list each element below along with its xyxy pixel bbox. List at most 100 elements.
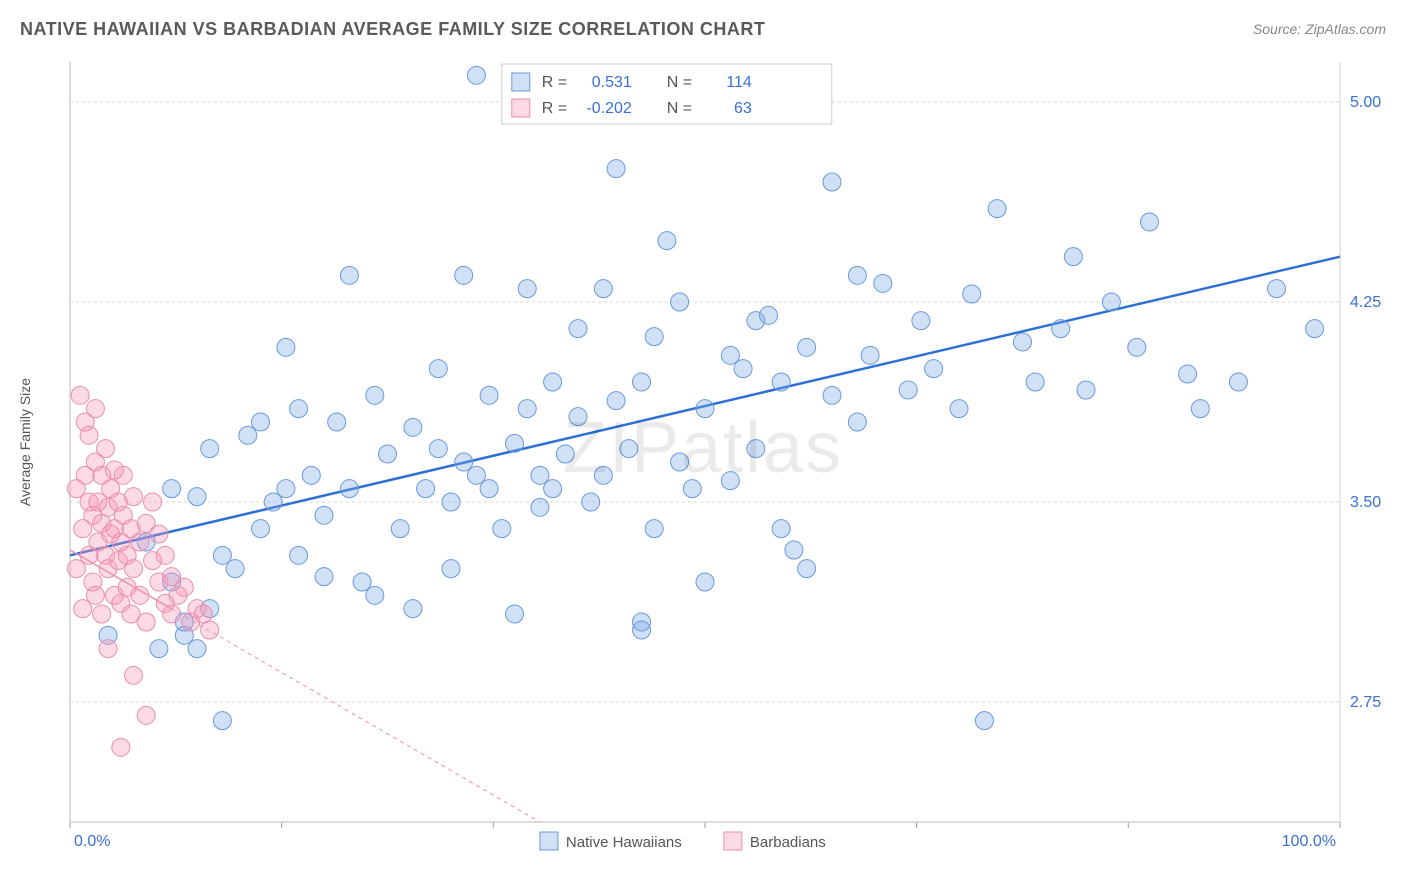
stats-r-label: R = [542,74,567,91]
stats-r-label: R = [542,100,567,117]
data-point [80,426,98,444]
data-point [150,525,168,543]
data-point [391,520,409,538]
data-point [442,493,460,511]
data-point [848,266,866,284]
data-point [290,400,308,418]
legend-label: Native Hawaiians [566,834,682,851]
data-point [975,712,993,730]
data-point [188,640,206,658]
data-point [131,586,149,604]
data-point [163,480,181,498]
data-point [277,480,295,498]
data-point [1102,293,1120,311]
data-point [340,266,358,284]
data-point [569,320,587,338]
stats-r-value: -0.202 [586,100,631,117]
chart-source: Source: ZipAtlas.com [1253,21,1386,37]
data-point [277,338,295,356]
data-point [760,306,778,324]
data-point [137,613,155,631]
data-point [607,160,625,178]
data-point [455,266,473,284]
data-point [721,346,739,364]
data-point [97,440,115,458]
data-point [480,480,498,498]
legend-swatch [724,832,742,850]
data-point [252,520,270,538]
data-point [188,488,206,506]
data-point [772,373,790,391]
y-tick-label: 4.25 [1350,294,1381,311]
data-point [175,578,193,596]
data-point [404,418,422,436]
data-point [696,573,714,591]
data-point [86,586,104,604]
data-point [156,546,174,564]
stats-r-value: 0.531 [592,74,632,91]
data-point [353,573,371,591]
data-point [544,373,562,391]
data-point [747,440,765,458]
stats-swatch [512,73,530,91]
x-max-label: 100.0% [1282,833,1336,850]
data-point [315,506,333,524]
data-point [302,466,320,484]
stats-n-value: 114 [726,74,752,91]
data-point [1128,338,1146,356]
data-point [645,328,663,346]
data-point [290,546,308,564]
data-point [1014,333,1032,351]
data-point [620,440,638,458]
data-point [823,173,841,191]
data-point [1141,213,1159,231]
data-point [328,413,346,431]
data-point [1064,248,1082,266]
data-point [1306,320,1324,338]
data-point [1179,365,1197,383]
chart-area: 2.753.504.255.00Average Family SizeR =0.… [20,50,1386,880]
data-point [658,232,676,250]
stats-n-value: 63 [734,100,752,117]
data-point [67,560,85,578]
plot-bg [70,62,1340,822]
data-point [366,586,384,604]
data-point [556,445,574,463]
data-point [518,400,536,418]
data-point [848,413,866,431]
data-point [131,533,149,551]
data-point [213,712,231,730]
data-point [86,400,104,418]
data-point [201,621,219,639]
data-point [467,66,485,84]
data-point [874,274,892,292]
data-point [93,605,111,623]
data-point [633,613,651,631]
data-point [861,346,879,364]
data-point [1052,320,1070,338]
data-point [671,453,689,471]
data-point [467,466,485,484]
y-tick-label: 3.50 [1350,494,1381,511]
data-point [150,640,168,658]
data-point [340,480,358,498]
data-point [264,493,282,511]
data-point [569,408,587,426]
data-point [1026,373,1044,391]
data-point [137,706,155,724]
data-point [455,453,473,471]
data-point [114,466,132,484]
data-point [671,293,689,311]
data-point [239,426,257,444]
data-point [633,373,651,391]
data-point [506,434,524,452]
data-point [99,640,117,658]
legend-label: Barbadians [750,834,826,851]
data-point [607,392,625,410]
chart-header: NATIVE HAWAIIAN VS BARBADIAN AVERAGE FAM… [0,0,1406,48]
y-axis-label: Average Family Size [20,378,33,506]
stats-swatch [512,99,530,117]
data-point [429,360,447,378]
data-point [252,413,270,431]
scatter-chart-svg: 2.753.504.255.00Average Family SizeR =0.… [20,50,1386,880]
